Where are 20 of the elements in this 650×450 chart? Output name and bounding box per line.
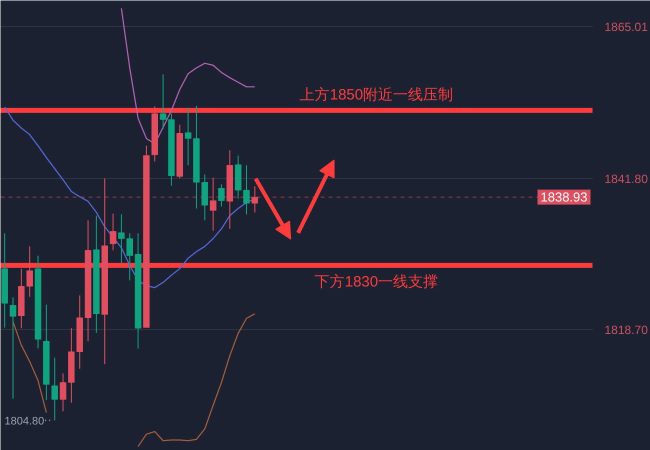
candlestick xyxy=(126,232,133,281)
y-tick-label: 1818.70 xyxy=(604,322,648,337)
ref-line-label: 下方1830一线支撑 xyxy=(314,273,438,290)
candlestick xyxy=(60,372,66,412)
candlestick xyxy=(118,214,125,264)
ref-line-label: 1838.93 xyxy=(540,190,588,205)
y-tick-label: 1865.01 xyxy=(604,20,648,34)
candlestick xyxy=(218,184,225,208)
candlestick xyxy=(110,213,116,251)
candlestick xyxy=(184,107,192,166)
line-series xyxy=(120,8,256,144)
candlestick xyxy=(160,74,166,130)
y-tick-label: 1841.80 xyxy=(604,172,648,186)
candlestick xyxy=(252,186,258,213)
candlestick xyxy=(26,246,33,298)
candlestick xyxy=(210,177,216,232)
ref-line-label: 上方1850附近一线压制 xyxy=(300,86,454,104)
candlestick xyxy=(51,357,58,421)
annotation: 1804.80 xyxy=(4,415,44,428)
candlestick xyxy=(10,296,16,400)
